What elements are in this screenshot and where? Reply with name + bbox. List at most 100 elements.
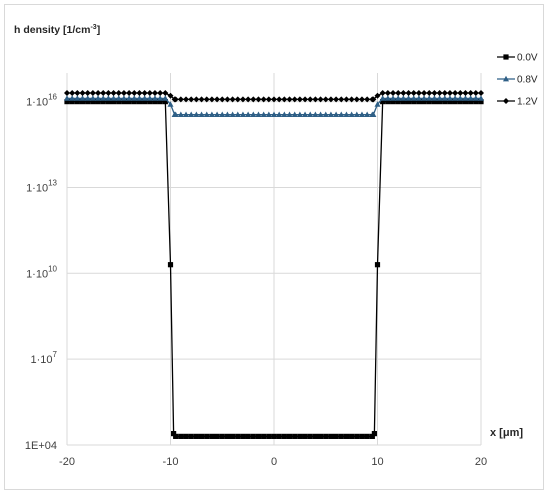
data-point [209, 433, 215, 439]
data-point [162, 99, 168, 105]
data-point [364, 111, 371, 118]
data-point [172, 111, 179, 118]
data-point [338, 96, 345, 103]
data-point [473, 99, 479, 105]
data-point [260, 96, 267, 103]
data-point [302, 111, 309, 118]
legend-marker [503, 54, 509, 60]
data-point [245, 433, 251, 439]
data-point [100, 90, 107, 97]
data-point [374, 92, 381, 99]
data-point [136, 90, 143, 97]
data-point [421, 99, 427, 105]
x-tick-label: -20 [59, 456, 75, 468]
data-point [327, 111, 334, 118]
data-point [204, 433, 210, 439]
data-point [171, 431, 177, 437]
data-point [89, 90, 96, 97]
data-point [131, 95, 138, 101]
data-point [312, 111, 319, 118]
data-point [426, 90, 433, 97]
data-point [415, 95, 422, 101]
data-point [126, 99, 132, 105]
data-point [472, 95, 479, 101]
data-point [416, 99, 422, 105]
data-point [193, 111, 200, 118]
data-point [147, 99, 153, 105]
data-point [415, 90, 422, 97]
data-point [395, 99, 401, 105]
data-point [286, 96, 293, 103]
data-point [302, 433, 308, 439]
data-point [208, 96, 215, 103]
data-point [105, 90, 112, 97]
series-0.8V [64, 95, 484, 118]
data-point [219, 96, 226, 103]
data-point [452, 99, 458, 105]
data-point [446, 95, 453, 101]
data-point [286, 433, 293, 439]
data-point [146, 90, 153, 97]
y-tick-label: 1·1010 [26, 264, 57, 280]
label-layer: 1E+04 1·107 1·1010 1·1013 1·1016 -20 -10 0 10 20 [25, 93, 487, 468]
data-point [224, 96, 231, 103]
data-point [380, 99, 386, 105]
data-point [400, 99, 406, 105]
data-point [385, 99, 391, 105]
data-point [208, 111, 215, 118]
data-point [405, 99, 412, 105]
series-layer [64, 90, 484, 439]
data-point [89, 95, 96, 101]
data-point [317, 111, 324, 118]
data-point [255, 433, 262, 439]
legend-marker [503, 98, 509, 104]
data-point [100, 99, 106, 105]
data-point [74, 95, 81, 101]
data-point [328, 433, 334, 439]
data-point [370, 111, 377, 118]
data-point [157, 95, 164, 101]
data-point [265, 96, 272, 103]
data-point [95, 95, 102, 101]
data-point [467, 95, 474, 101]
data-point [390, 95, 397, 101]
data-point [410, 95, 417, 101]
data-point [234, 96, 241, 103]
x-tick-label: 0 [271, 456, 277, 468]
data-point [183, 96, 190, 103]
data-point [426, 95, 433, 101]
data-point [198, 433, 205, 439]
data-point [219, 111, 226, 118]
data-point [421, 95, 428, 101]
legend-marker [503, 75, 509, 82]
data-point [400, 90, 407, 97]
data-point [369, 433, 375, 439]
data-point [183, 433, 189, 439]
data-point [276, 111, 283, 118]
data-point [374, 101, 381, 107]
data-point [90, 99, 96, 105]
data-point [198, 96, 205, 103]
data-point [307, 96, 314, 103]
data-point [462, 95, 469, 101]
data-point [234, 111, 241, 118]
y-axis-title: h density [1/cm-3] [14, 24, 100, 36]
data-point [74, 90, 81, 97]
data-point [292, 433, 298, 439]
data-point [69, 99, 75, 105]
data-point [183, 111, 190, 118]
data-point [468, 99, 474, 105]
data-point [281, 111, 288, 118]
data-point [126, 90, 133, 97]
data-point [271, 433, 277, 439]
data-point [431, 90, 438, 97]
data-point [291, 111, 298, 118]
data-point [457, 95, 464, 101]
data-point [121, 99, 127, 105]
x-tick-label: 20 [475, 456, 487, 468]
data-point [265, 111, 272, 118]
x-axis-title: x [μm] [490, 427, 523, 439]
data-point [224, 433, 231, 439]
data-point [457, 90, 464, 97]
data-point [261, 433, 267, 439]
